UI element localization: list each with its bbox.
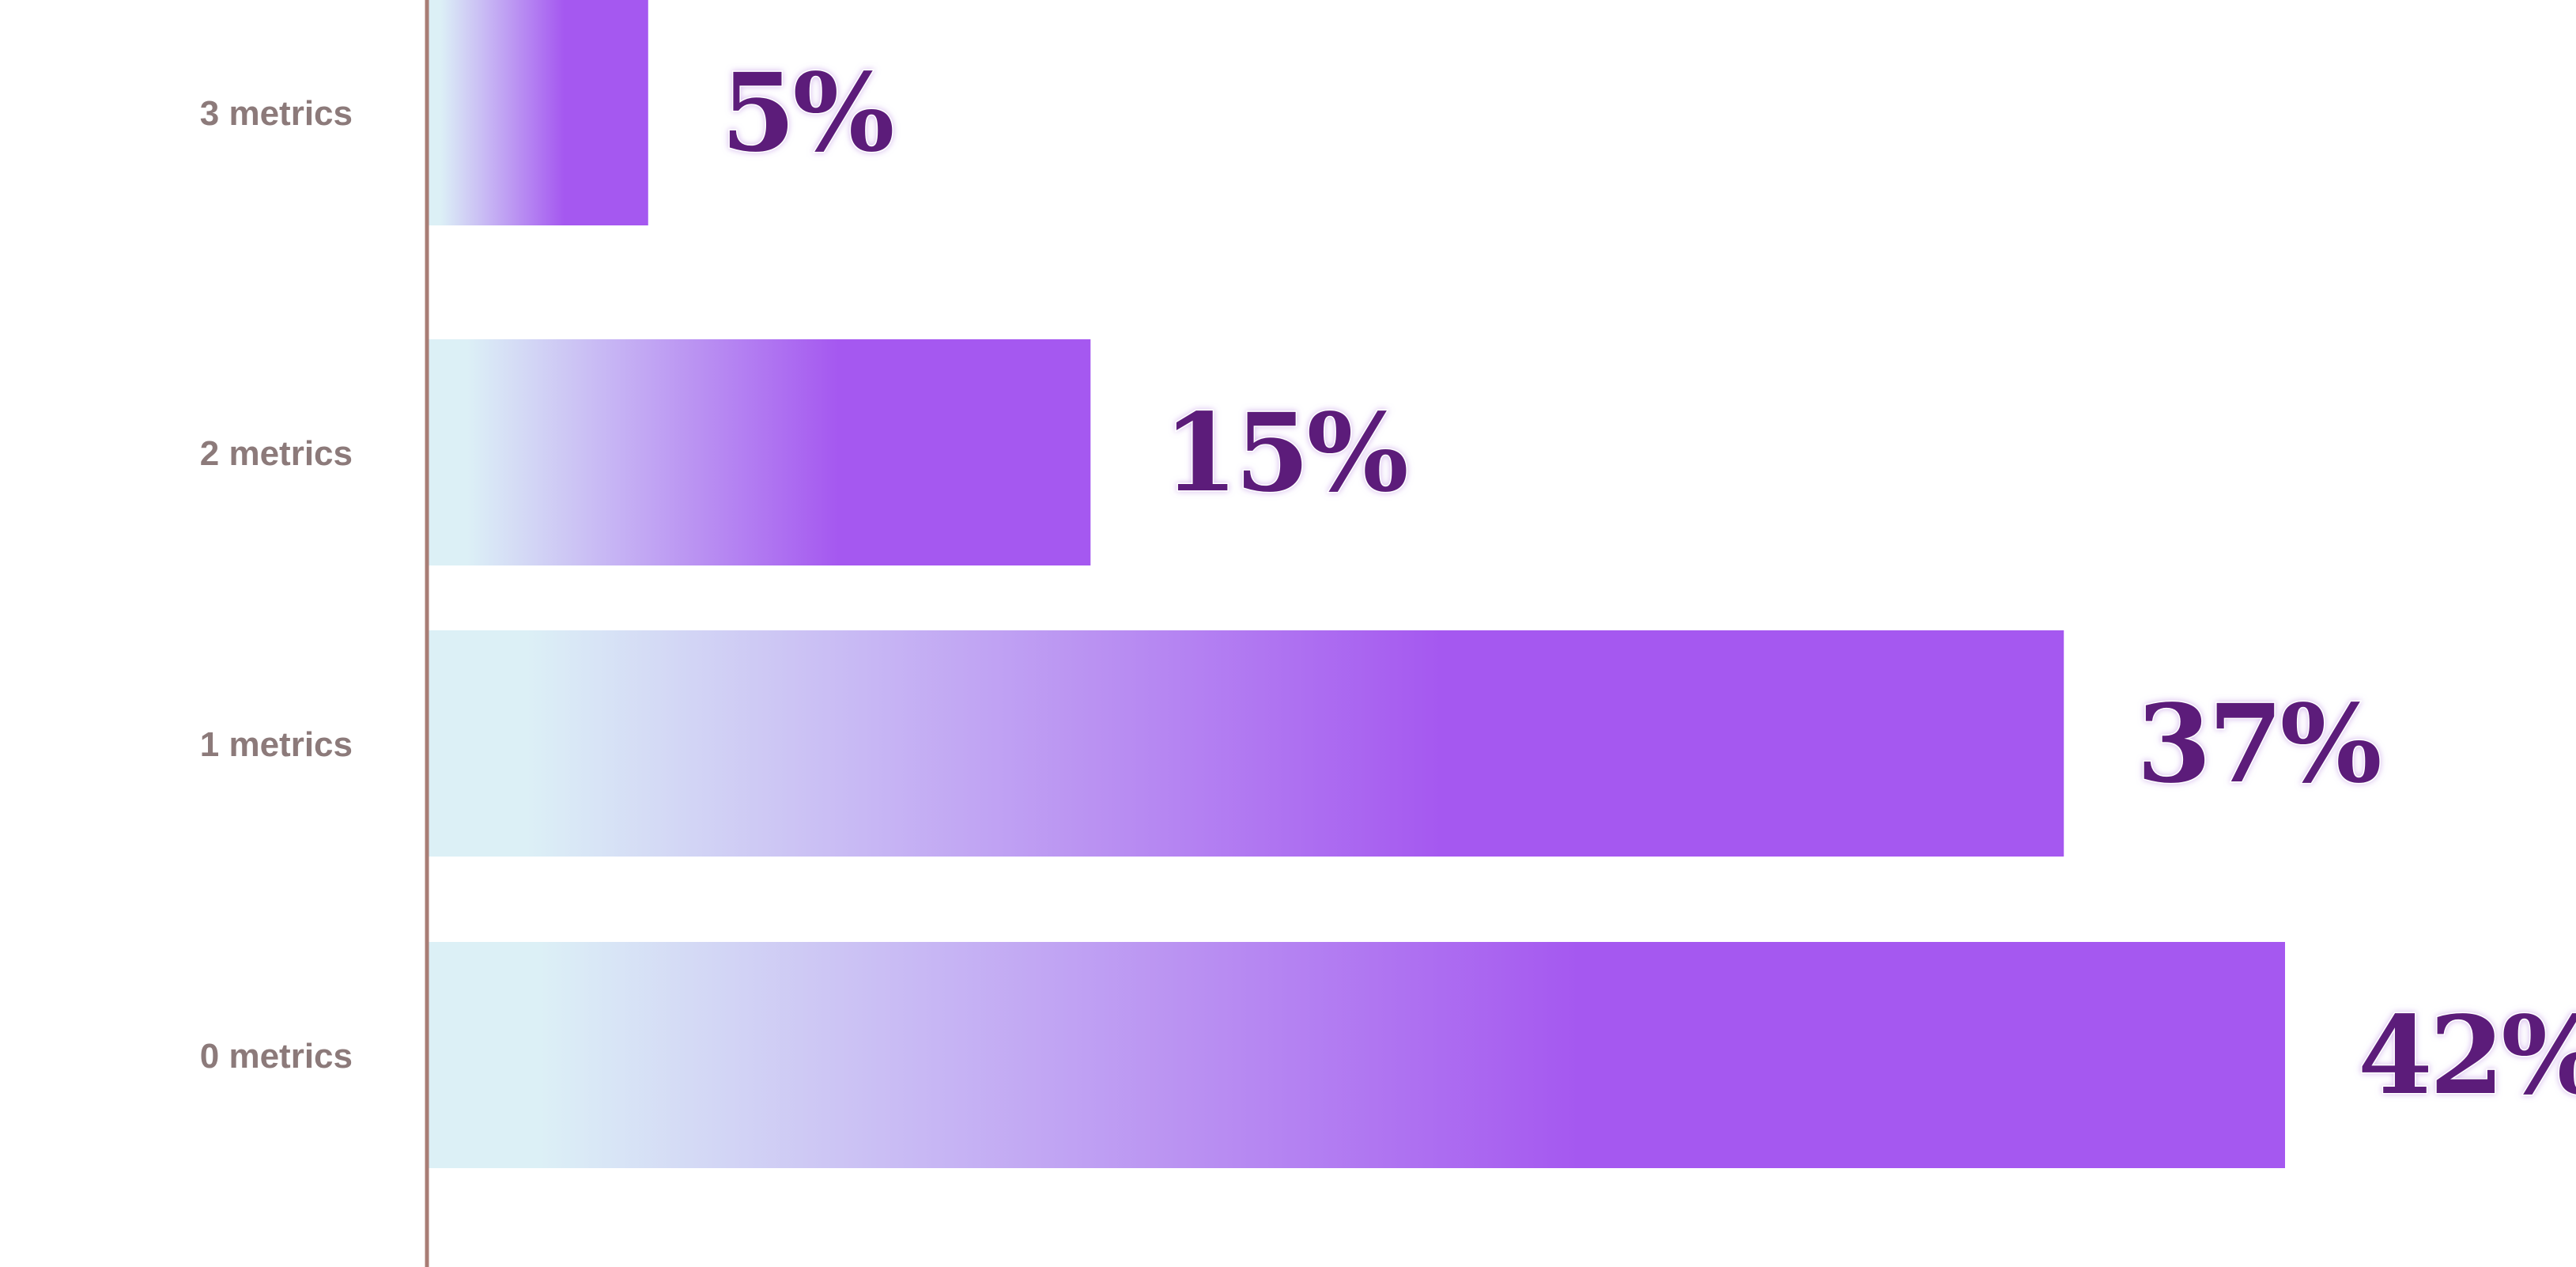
value-label: 42%: [2358, 993, 2576, 1119]
category-label: 0 metrics: [200, 1037, 353, 1076]
value-label: 5%: [721, 50, 893, 176]
value-label: 37%: [2136, 681, 2379, 807]
bar-0-metrics: [427, 942, 2285, 1168]
bar-2-metrics: [427, 339, 1091, 565]
labels-layer: 3 metrics 5% 2 metrics 15% 1 metrics 37% 0 met…: [200, 49, 2576, 1121]
category-label: 1 metrics: [200, 725, 353, 764]
category-label: 3 metrics: [200, 94, 353, 133]
bars-layer: [427, 0, 2285, 1168]
bar-3-metrics: [427, 0, 648, 225]
bar-1-metrics: [427, 630, 2064, 857]
category-label: 2 metrics: [200, 434, 353, 473]
value-label: 15%: [1163, 390, 1406, 516]
